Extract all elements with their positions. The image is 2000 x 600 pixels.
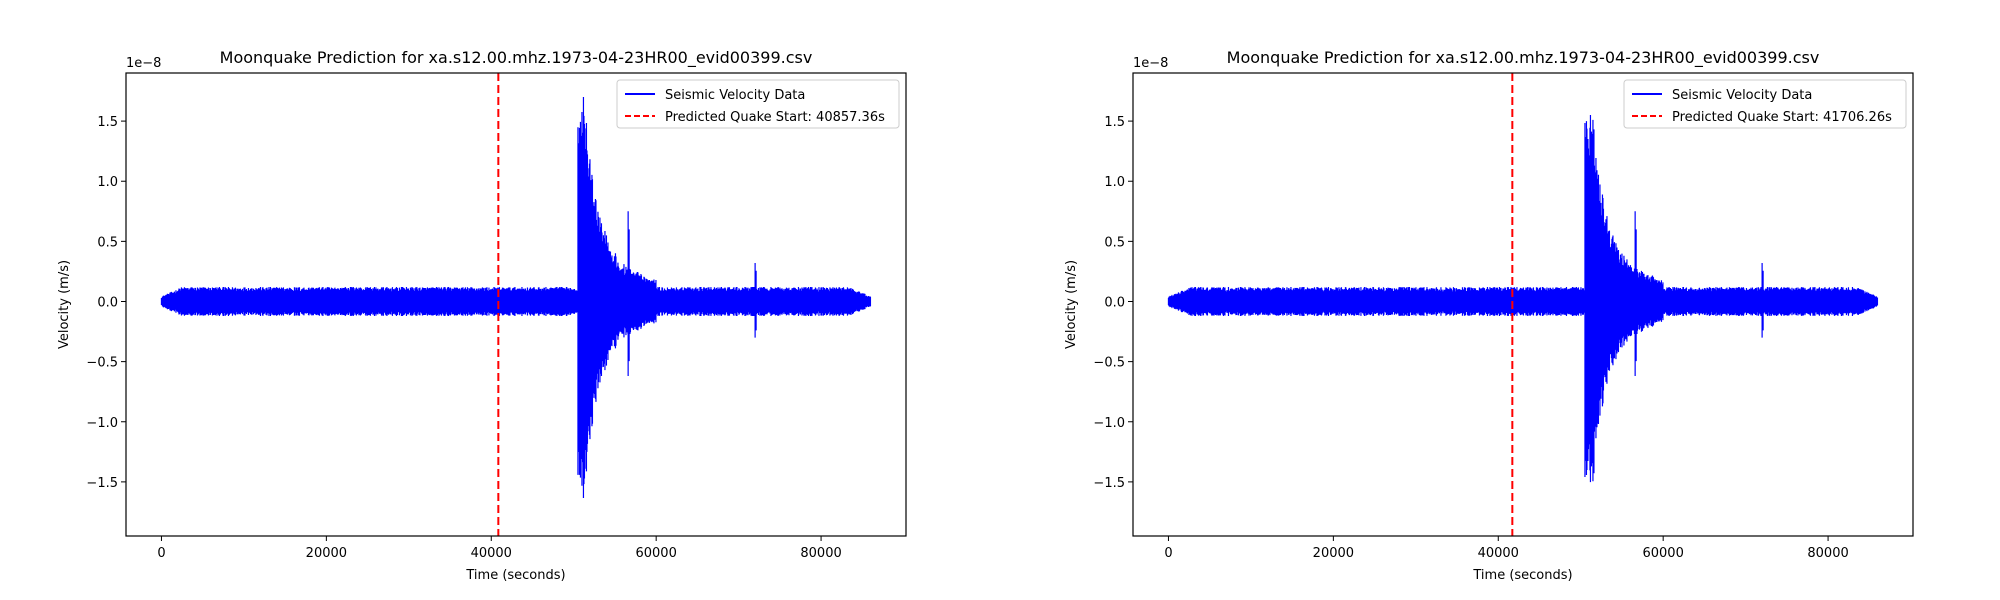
chart-left: Moonquake Prediction for xa.s12.00.mhz.1… [57,48,907,583]
legend-label-predicted: Predicted Quake Start: 41706.26s [1672,110,1892,125]
legend-label-seismic: Seismic Velocity Data [1672,88,1812,103]
x-tick-label: 80000 [1807,546,1848,561]
legend-label-seismic: Seismic Velocity Data [665,88,805,103]
y-scale-label: 1e−8 [126,56,161,71]
y-tick-label: −1.5 [1093,476,1125,491]
y-scale-label: 1e−8 [1133,56,1168,71]
x-tick-label: 20000 [306,546,347,561]
x-tick-label: 0 [1164,546,1172,561]
y-tick-label: 0.0 [1104,295,1125,310]
legend: Seismic Velocity Data Predicted Quake Sta… [1623,79,1907,129]
x-tick-label: 0 [157,546,165,561]
plot-frame [1132,72,1914,537]
y-tick-label: 0.0 [97,295,118,310]
x-axis-label: Time (seconds) [465,568,565,583]
x-tick-label: 80000 [800,546,841,561]
y-axis-label: Velocity (m/s) [57,260,72,349]
y-axis-label: Velocity (m/s) [1064,260,1079,349]
x-tick-label: 40000 [1478,546,1519,561]
series-seismic-velocity [1167,115,1879,483]
y-tick-label: 1.0 [1104,175,1125,190]
y-tick-label: 1.5 [1104,115,1125,130]
series-seismic-velocity [160,97,872,498]
plot-frame [125,72,907,537]
x-tick-label: 60000 [635,546,676,561]
series-line-seismic [160,97,872,498]
x-axis-label: Time (seconds) [1472,568,1572,583]
chart-right: Moonquake Prediction for xa.s12.00.mhz.1… [1064,48,1914,583]
legend-label-predicted: Predicted Quake Start: 40857.36s [665,110,885,125]
y-tick-label: −1.0 [1093,416,1125,431]
y-tick-label: 1.0 [97,175,118,190]
legend-box [1623,79,1907,129]
y-tick-label: 0.5 [97,235,118,250]
chart-title: Moonquake Prediction for xa.s12.00.mhz.1… [220,48,813,68]
y-tick-label: 1.5 [97,115,118,130]
y-tick-label: −1.0 [86,416,118,431]
x-tick-label: 20000 [1313,546,1354,561]
y-tick-label: −1.5 [86,476,118,491]
legend-box [616,79,900,129]
y-tick-label: −0.5 [86,356,118,371]
chart-title: Moonquake Prediction for xa.s12.00.mhz.1… [1227,48,1820,68]
legend: Seismic Velocity Data Predicted Quake Sta… [616,79,900,129]
series-line-seismic [1167,115,1879,483]
y-tick-label: −0.5 [1093,356,1125,371]
y-tick-label: 0.5 [1104,235,1125,250]
x-tick-label: 40000 [471,546,512,561]
x-tick-label: 60000 [1642,546,1683,561]
